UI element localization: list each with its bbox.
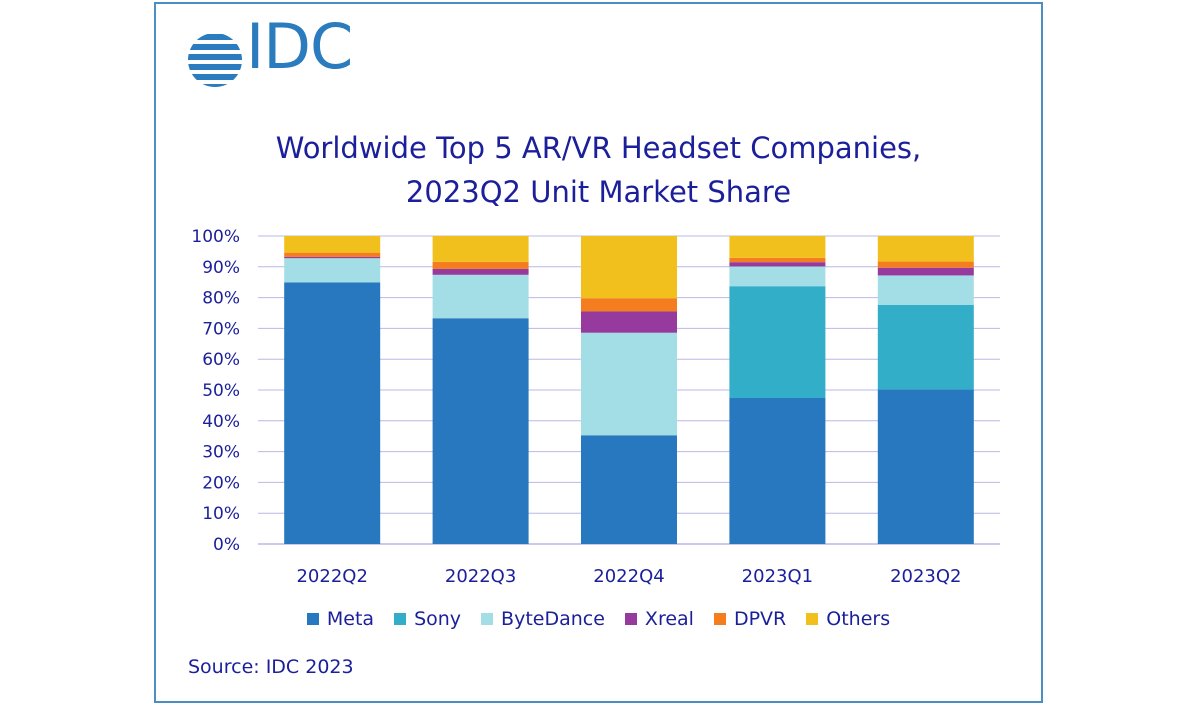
bar-segment-sony — [877, 304, 974, 390]
y-tick-label: 20% — [202, 473, 240, 493]
bar-segment-xreal — [432, 268, 529, 275]
chart-title-line-2: 2023Q2 Unit Market Share — [405, 175, 792, 209]
x-tick-label: 2023Q1 — [742, 566, 813, 587]
bar-segment-dpvr — [284, 252, 381, 257]
bar-segment-others — [284, 236, 381, 253]
bar-segment-others — [729, 236, 826, 258]
bar-segment-xreal — [581, 311, 677, 333]
legend-swatch — [481, 613, 494, 625]
y-tick-label: 10% — [202, 504, 240, 524]
legend-label: ByteDance — [501, 608, 605, 630]
x-tick-label: 2022Q3 — [445, 566, 516, 587]
bar-segment-others — [432, 236, 529, 262]
bar-segment-meta — [581, 435, 677, 544]
chart-title-line-1: Worldwide Top 5 AR/VR Headset Companies, — [275, 131, 922, 165]
legend-label: Sony — [414, 608, 462, 630]
x-tick-label: 2023Q2 — [890, 566, 961, 587]
chart-legend: Meta Sony ByteDance Xreal DPVR Others — [154, 608, 1043, 630]
bar-segment-dpvr — [432, 261, 529, 269]
legend-item-bytedance: ByteDance — [481, 608, 605, 630]
legend-label: Others — [826, 608, 891, 630]
source-note: Source: IDC 2023 — [188, 656, 354, 678]
bar-segment-dpvr — [729, 257, 826, 263]
idc-logo-globe-icon — [188, 34, 242, 87]
idc-logo-text: IDC — [246, 10, 353, 83]
x-tick-label: 2022Q4 — [593, 566, 664, 587]
bar-segment-bytedance — [284, 258, 381, 283]
bar-segment-others — [581, 236, 677, 299]
y-tick-label: 40% — [202, 412, 240, 432]
y-tick-label: 90% — [202, 258, 240, 278]
bar-segment-bytedance — [877, 275, 974, 305]
legend-swatch — [624, 613, 637, 625]
legend-label: DPVR — [733, 608, 787, 630]
y-tick-label: 30% — [202, 443, 240, 463]
y-tick-label: 70% — [202, 319, 240, 339]
legend-item-others: Others — [806, 608, 890, 630]
bar-segment-meta — [432, 318, 529, 544]
legend-swatch — [306, 613, 319, 625]
chart-title: Worldwide Top 5 AR/VR Headset Companies,… — [154, 126, 1043, 214]
y-tick-label: 100% — [191, 227, 240, 247]
bar-segment-meta — [877, 389, 974, 544]
legend-item-sony: Sony — [394, 608, 461, 630]
bar-segment-xreal — [877, 267, 974, 276]
bar-segment-bytedance — [432, 274, 529, 319]
legend-label: Xreal — [644, 608, 694, 630]
bar-segment-meta — [284, 282, 381, 544]
bar-segment-xreal — [729, 262, 826, 267]
bar-segment-others — [877, 236, 974, 262]
legend-item-dpvr: DPVR — [713, 608, 787, 630]
legend-item-meta: Meta — [306, 608, 375, 630]
y-tick-label: 80% — [202, 289, 240, 309]
legend-item-xreal: Xreal — [624, 608, 694, 630]
y-tick-label: 60% — [202, 350, 240, 370]
bar-segment-bytedance — [729, 266, 826, 287]
y-tick-label: 0% — [213, 535, 240, 555]
legend-swatch — [806, 613, 819, 625]
bar-segment-meta — [729, 398, 826, 544]
legend-label: Meta — [326, 608, 375, 630]
legend-swatch — [713, 613, 726, 625]
bar-segment-dpvr — [877, 261, 974, 268]
x-tick-label: 2022Q2 — [296, 566, 367, 587]
y-tick-label: 50% — [202, 381, 240, 401]
bar-segment-dpvr — [581, 298, 677, 312]
bar-segment-sony — [729, 286, 826, 399]
legend-swatch — [394, 613, 407, 625]
bar-segment-bytedance — [581, 332, 677, 436]
bar-segment-xreal — [284, 256, 381, 259]
